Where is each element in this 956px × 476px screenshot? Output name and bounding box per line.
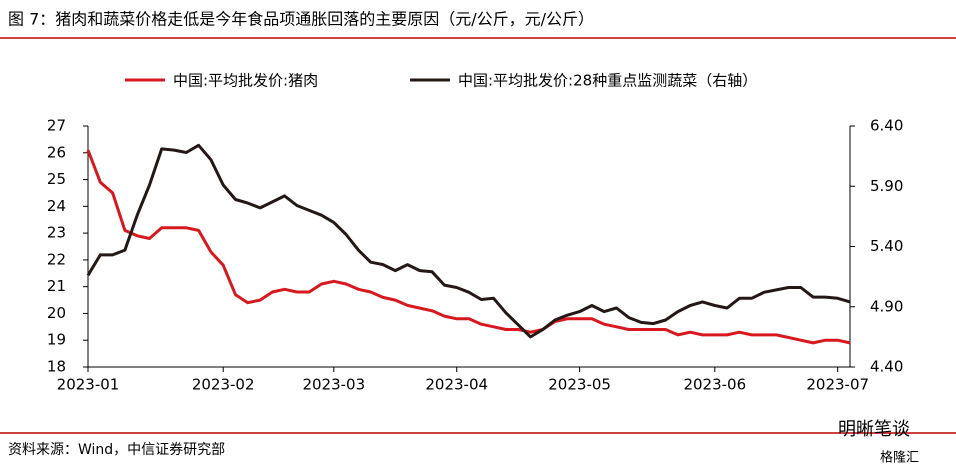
chart-title: 图 7：猪肉和蔬菜价格走低是今年食品项通胀回落的主要原因（元/公斤，元/公斤） bbox=[8, 10, 594, 29]
x-tick-label: 2023-06 bbox=[683, 376, 746, 394]
x-tick-label: 2023-04 bbox=[425, 376, 488, 394]
x-tick-label: 2023-02 bbox=[192, 376, 255, 394]
x-tick-label: 2023-05 bbox=[548, 376, 611, 394]
y-tick-label: 25 bbox=[47, 170, 66, 188]
y-tick-label: 27 bbox=[47, 117, 66, 135]
y2-tick-label: 4.40 bbox=[870, 358, 903, 376]
y-tick-label: 18 bbox=[47, 358, 66, 376]
x-tick-label: 2023-01 bbox=[57, 376, 120, 394]
y2-tick-label: 4.90 bbox=[870, 297, 903, 315]
y-tick-label: 24 bbox=[47, 197, 66, 215]
series-line bbox=[86, 149, 851, 345]
watermark: 明晰笔谈 bbox=[838, 419, 910, 440]
watermark-logo: 格隆汇 bbox=[880, 450, 919, 466]
x-tick-label: 2023-03 bbox=[302, 376, 365, 394]
y2-tick-label: 5.40 bbox=[870, 237, 903, 255]
y-tick-label: 20 bbox=[47, 304, 66, 322]
y-tick-label: 21 bbox=[47, 277, 66, 295]
legend-label: 中国:平均批发价:猪肉 bbox=[173, 72, 318, 90]
y-tick-label: 19 bbox=[47, 331, 66, 349]
y2-tick-label: 5.90 bbox=[870, 177, 903, 195]
y-tick-label: 22 bbox=[47, 250, 66, 268]
y2-tick-label: 6.40 bbox=[870, 117, 903, 135]
series-line bbox=[86, 143, 851, 339]
x-tick-label: 2023-07 bbox=[806, 376, 869, 394]
y-tick-label: 26 bbox=[47, 143, 66, 161]
source-note: 资料来源：Wind，中信证券研究部 bbox=[8, 442, 225, 458]
y-tick-label: 23 bbox=[47, 224, 66, 242]
legend-label: 中国:平均批发价:28种重点监测蔬菜（右轴） bbox=[458, 72, 757, 90]
